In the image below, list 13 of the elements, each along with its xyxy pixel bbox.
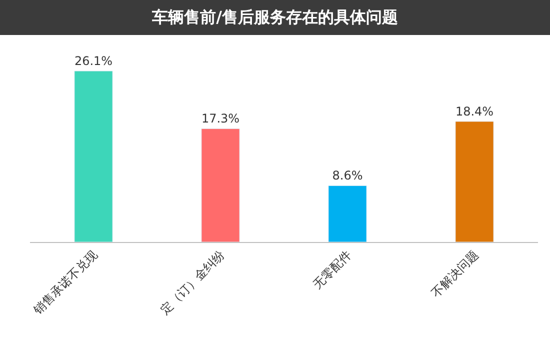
chart-title: 车辆售前/售后服务存在的具体问题 <box>151 8 398 27</box>
x-tick-label: 定（订）金纠纷 <box>158 248 227 318</box>
data-label: 18.4% <box>455 104 494 118</box>
x-tick-label: 无零配件 <box>310 248 354 292</box>
bar <box>201 128 240 242</box>
x-tick-label: 销售承诺不兑现 <box>30 248 100 318</box>
data-label: 17.3% <box>201 112 240 126</box>
data-label: 8.6% <box>332 168 363 183</box>
bar <box>455 121 494 242</box>
data-label: 26.1% <box>74 54 113 68</box>
x-tick-label: 不解决问题 <box>428 248 481 300</box>
bar <box>328 185 367 242</box>
bar <box>74 70 113 242</box>
